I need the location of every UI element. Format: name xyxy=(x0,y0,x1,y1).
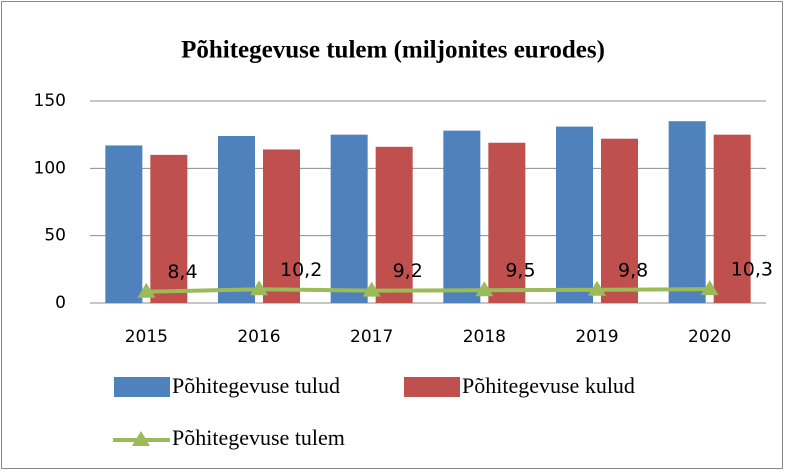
y-tick-label: 50 xyxy=(44,226,66,246)
legend-label: Põhitegevuse tulud xyxy=(172,373,340,398)
data-label: 9,2 xyxy=(393,260,423,282)
bar xyxy=(150,154,188,303)
legend-label: Põhitegevuse kulud xyxy=(462,373,635,398)
marker xyxy=(588,280,606,296)
x-tick-label: 2015 xyxy=(125,327,168,347)
data-label: 9,5 xyxy=(505,260,535,282)
y-tick-label: 150 xyxy=(34,91,66,111)
legend-swatch xyxy=(404,377,460,397)
bar xyxy=(330,134,368,303)
x-tick-label: 2020 xyxy=(688,327,731,347)
bar xyxy=(105,145,143,303)
data-label: 10,2 xyxy=(280,259,322,281)
data-label: 8,4 xyxy=(167,261,197,283)
line xyxy=(146,287,710,294)
legend-swatch xyxy=(114,377,170,397)
bar xyxy=(601,138,638,303)
marker xyxy=(137,282,156,298)
marker xyxy=(362,281,381,297)
bar xyxy=(713,134,751,303)
x-tick-label: 2016 xyxy=(237,327,280,347)
legend: Põhitegevuse tulud Põhitegevuse kulud Põ… xyxy=(113,373,635,450)
data-label: 10,3 xyxy=(731,259,773,281)
bar xyxy=(263,149,300,303)
x-tick-label: 2019 xyxy=(575,327,618,347)
legend-label: Põhitegevuse tulem xyxy=(172,425,345,450)
marker xyxy=(250,280,268,296)
bar xyxy=(375,146,413,303)
marker xyxy=(700,280,719,296)
bar xyxy=(556,126,593,303)
x-tick-label: 2017 xyxy=(350,327,393,347)
y-tick-label: 0 xyxy=(55,293,66,313)
legend-marker xyxy=(132,431,150,446)
y-tick-label: 100 xyxy=(34,158,66,178)
bar xyxy=(668,121,706,303)
marker xyxy=(475,281,494,297)
data-label: 9,8 xyxy=(618,259,648,281)
chart-title: Põhitegevuse tulem (miljonites eurodes) xyxy=(181,37,605,64)
bar xyxy=(443,130,481,303)
bar xyxy=(218,136,255,303)
bar xyxy=(488,142,526,303)
x-tick-label: 2018 xyxy=(463,327,506,347)
